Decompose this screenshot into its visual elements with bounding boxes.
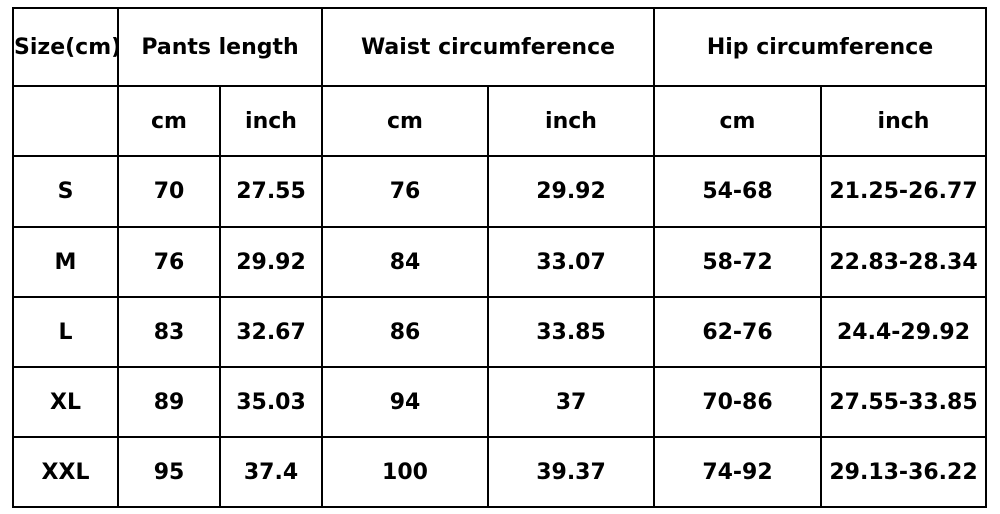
size-table: Size(cm) Pants length Waist circumference H… [12,7,987,508]
measure-cell: 21.25-26.77 [820,155,987,228]
unit-header: inch [820,85,987,157]
measure-cell: 76 [321,155,489,228]
empty-cell [12,85,119,157]
measure-cell: 29.92 [487,155,655,228]
measure-cell: 29.92 [219,226,323,298]
measure-cell: 29.13-36.22 [820,436,987,508]
size-label: M [12,226,119,298]
measure-cell: 37 [487,366,655,438]
measure-cell: 62-76 [653,296,822,368]
measure-cell: 89 [117,366,221,438]
group-header: Size(cm) [12,7,119,87]
measure-cell: 22.83-28.34 [820,226,987,298]
table-row: Size(cm) Pants length Waist circumference H… [12,7,987,87]
measure-cell: 27.55 [219,155,323,228]
group-header: Waist circumference [321,7,655,87]
size-label: XL [12,366,119,438]
measure-cell: 58-72 [653,226,822,298]
measure-cell: 37.4 [219,436,323,508]
table-row: L 83 32.67 86 33.85 62-76 24.4-29.92 [12,296,987,368]
unit-header: inch [219,85,323,157]
table-row: XXL 95 37.4 100 39.37 74-92 29.13-36.22 [12,436,987,508]
measure-cell: 32.67 [219,296,323,368]
unit-header: cm [117,85,221,157]
measure-cell: 54-68 [653,155,822,228]
measure-cell: 76 [117,226,221,298]
measure-cell: 86 [321,296,489,368]
measure-cell: 94 [321,366,489,438]
measure-cell: 74-92 [653,436,822,508]
table-row: XL 89 35.03 94 37 70-86 27.55-33.85 [12,366,987,438]
unit-header: inch [487,85,655,157]
measure-cell: 35.03 [219,366,323,438]
group-header: Pants length [117,7,323,87]
measure-cell: 24.4-29.92 [820,296,987,368]
size-label: XXL [12,436,119,508]
size-label: S [12,155,119,228]
measure-cell: 95 [117,436,221,508]
unit-header: cm [653,85,822,157]
table-row: cm inch cm inch cm inch [12,85,987,157]
table-row: S 70 27.55 76 29.92 54-68 21.25-26.77 [12,155,987,228]
measure-cell: 100 [321,436,489,508]
size-label: L [12,296,119,368]
group-header: Hip circumference [653,7,987,87]
measure-cell: 84 [321,226,489,298]
measure-cell: 70 [117,155,221,228]
measure-cell: 70-86 [653,366,822,438]
measure-cell: 33.85 [487,296,655,368]
measure-cell: 83 [117,296,221,368]
table-row: M 76 29.92 84 33.07 58-72 22.83-28.34 [12,226,987,298]
measure-cell: 39.37 [487,436,655,508]
measure-cell: 27.55-33.85 [820,366,987,438]
unit-header: cm [321,85,489,157]
measure-cell: 33.07 [487,226,655,298]
